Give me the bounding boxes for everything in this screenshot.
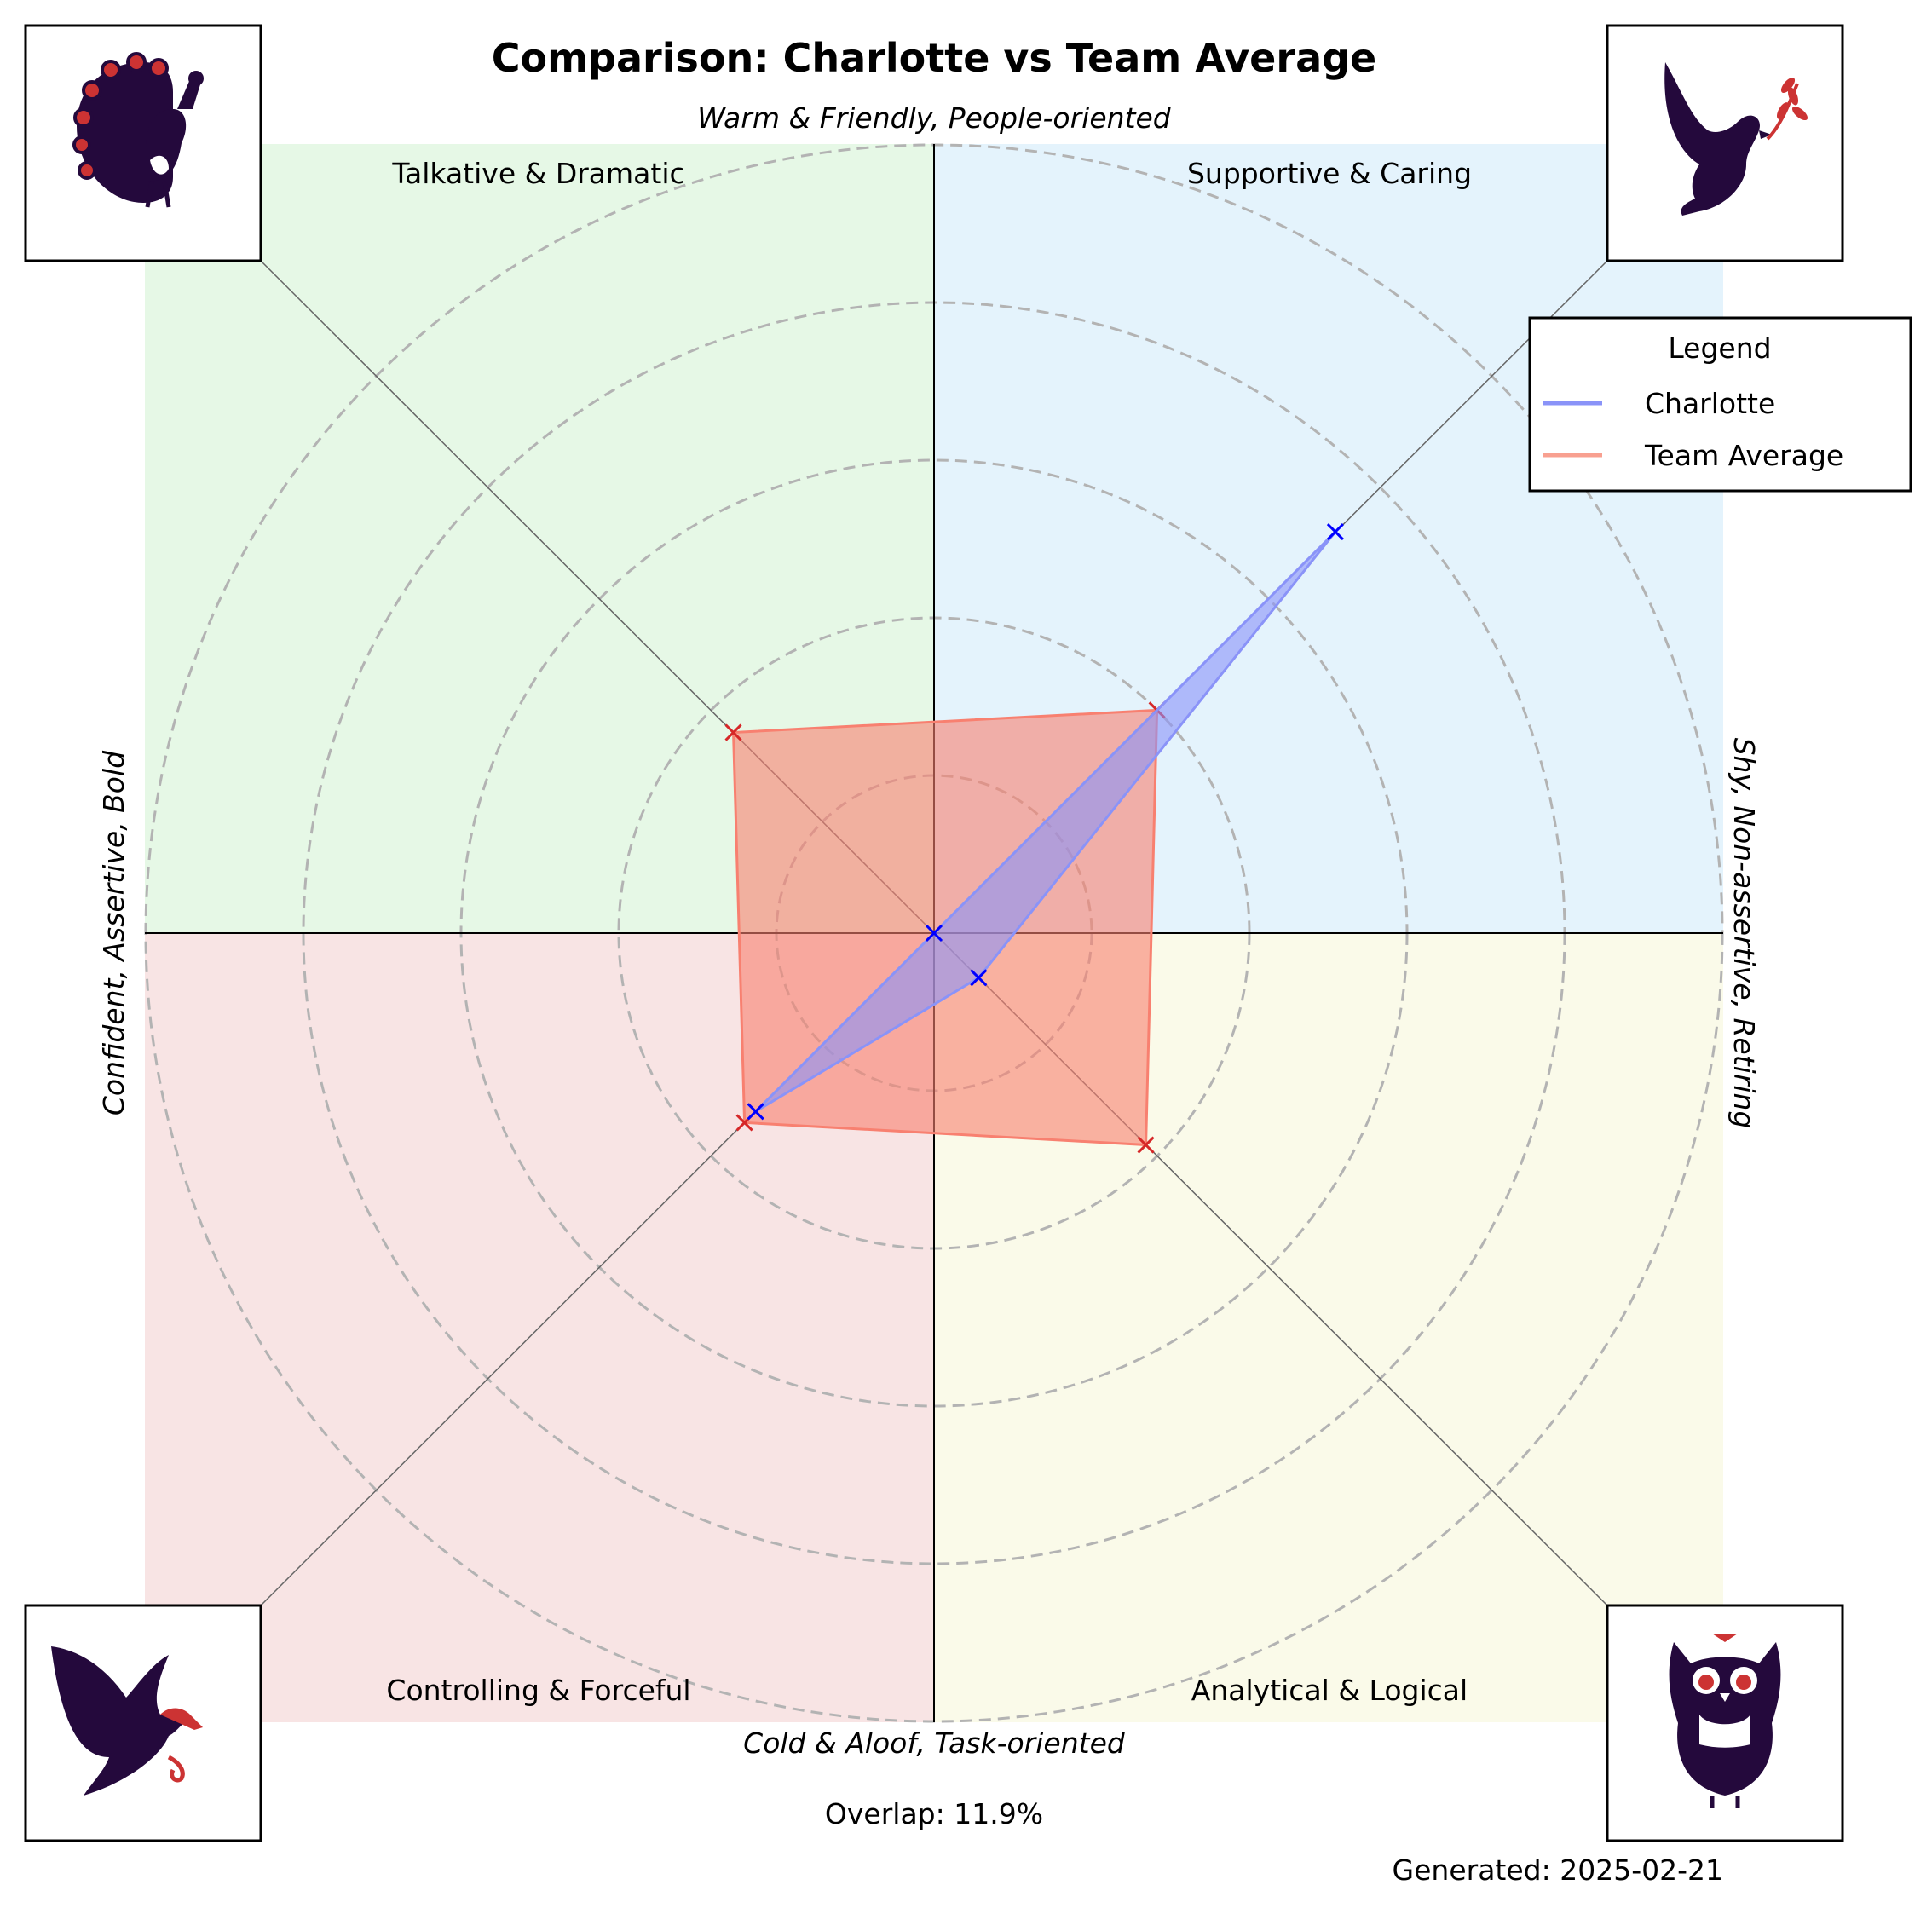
axis-label-bottom: Cold & Aloof, Task-oriented bbox=[743, 1726, 1126, 1760]
quadrant-label-bottom-left: Controlling & Forceful bbox=[386, 1674, 690, 1707]
dove-icon bbox=[1664, 62, 1808, 216]
plot-area bbox=[144, 143, 1724, 1723]
legend-entry-team-average: Team Average bbox=[1644, 439, 1843, 472]
data-point-charlotte bbox=[970, 969, 988, 987]
quadrant-label-top-left: Talkative & Dramatic bbox=[391, 157, 684, 190]
overlap-text: Overlap: 11.9% bbox=[825, 1797, 1043, 1830]
owl-icon bbox=[1669, 1634, 1781, 1808]
legend-title: Legend bbox=[1668, 331, 1771, 365]
eagle-icon-box bbox=[24, 1604, 262, 1842]
legend-entry-charlotte: Charlotte bbox=[1645, 387, 1775, 420]
series-layer bbox=[724, 523, 1344, 1154]
data-point-charlotte bbox=[925, 924, 943, 942]
owl-icon-box bbox=[1606, 1604, 1844, 1842]
generated-text: Generated: 2025-02-21 bbox=[1393, 1853, 1723, 1887]
data-point-team-average bbox=[724, 723, 742, 741]
data-point-charlotte bbox=[1326, 523, 1344, 541]
chart-title: Comparison: Charlotte vs Team Average bbox=[492, 35, 1376, 81]
peacock-icon-box bbox=[24, 24, 262, 262]
data-point-charlotte bbox=[747, 1103, 764, 1121]
dove-icon-box bbox=[1606, 24, 1844, 262]
eagle-icon bbox=[51, 1646, 203, 1796]
axis-label-top: Warm & Friendly, People-oriented bbox=[697, 101, 1172, 135]
quadrant-label-top-right: Supportive & Caring bbox=[1187, 157, 1472, 190]
legend: Legend Charlotte Team Average bbox=[1528, 316, 1912, 493]
quadrant-label-bottom-right: Analytical & Logical bbox=[1191, 1674, 1468, 1707]
data-point-team-average bbox=[1137, 1136, 1155, 1154]
axis-label-right: Shy, Non-assertive, Retiring bbox=[1727, 738, 1761, 1129]
axis-label-left: Confident, Assertive, Bold bbox=[97, 750, 130, 1115]
peacock-icon bbox=[72, 52, 204, 208]
